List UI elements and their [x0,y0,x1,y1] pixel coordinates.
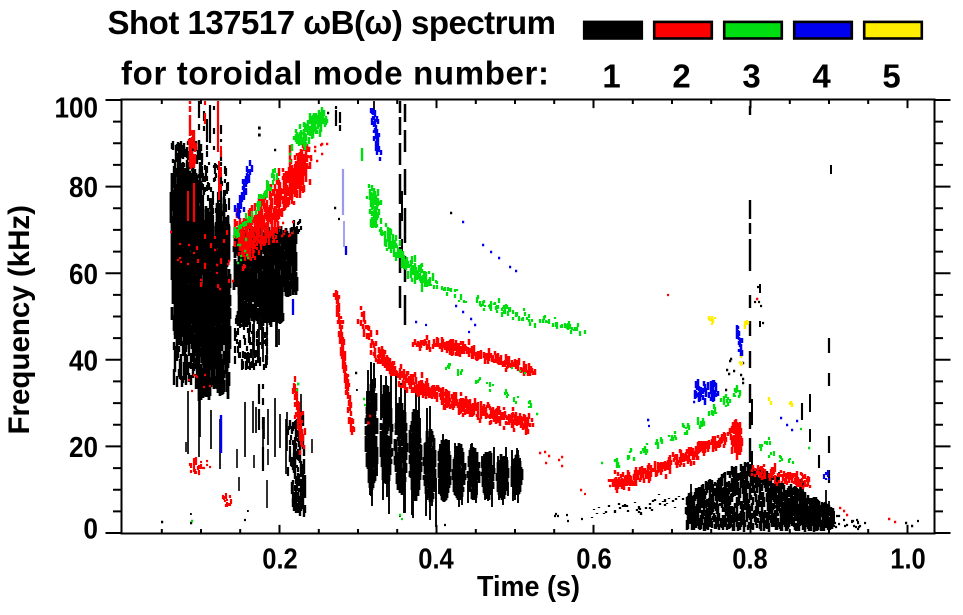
svg-text:1: 1 [602,58,620,95]
svg-text:20: 20 [69,432,98,464]
svg-text:4: 4 [812,58,831,95]
svg-text:5: 5 [882,58,900,95]
svg-text:3: 3 [742,58,760,95]
svg-text:40: 40 [69,345,98,377]
svg-text:0.2: 0.2 [262,544,298,576]
svg-text:80: 80 [69,172,98,204]
svg-text:100: 100 [55,93,99,125]
svg-text:Frequency (kHz): Frequency (kHz) [3,205,36,435]
svg-text:0.4: 0.4 [418,544,454,576]
svg-text:0: 0 [83,514,98,546]
svg-text:0.6: 0.6 [576,544,612,576]
svg-text:0.8: 0.8 [732,544,768,576]
svg-text:60: 60 [69,259,98,291]
svg-text:1.0: 1.0 [890,544,926,576]
svg-text:Shot 137517 ωB(ω) spectrum: Shot 137517 ωB(ω) spectrum [108,4,557,41]
svg-text:for toroidal mode number:: for toroidal mode number: [121,55,549,92]
svg-text:Time (s): Time (s) [477,571,580,603]
svg-text:2: 2 [672,58,690,95]
